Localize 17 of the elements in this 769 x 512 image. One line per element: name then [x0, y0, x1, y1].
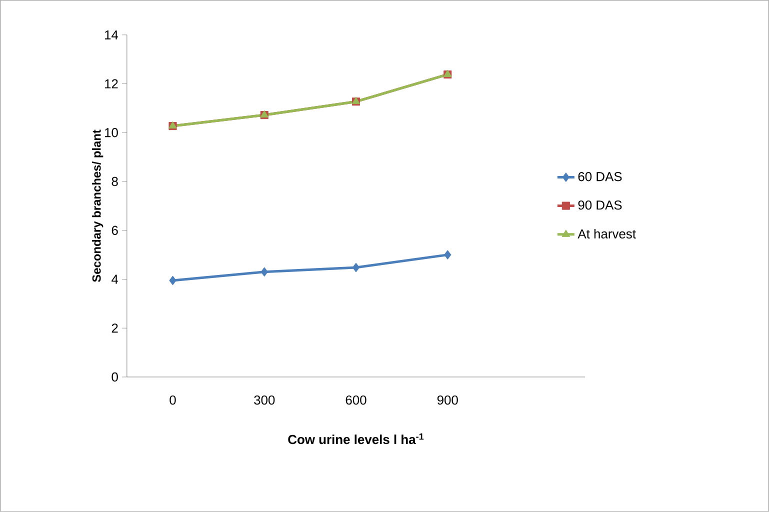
y-axis-title: Secondary branches/ plant	[92, 130, 104, 282]
y-tick-label: 0	[112, 372, 118, 382]
x-tick-label: 300	[254, 395, 275, 405]
x-tick-label: 600	[346, 395, 366, 405]
x-tick-label: 0	[170, 395, 176, 405]
y-tick-label: 10	[105, 128, 118, 138]
legend-label: 60 DAS	[578, 172, 622, 182]
y-tick-label: 4	[112, 274, 118, 284]
y-tick-label: 12	[105, 79, 118, 88]
y-tick-label: 14	[105, 30, 118, 40]
text: Cow urine levels l ha$^{-1}$	[288, 433, 424, 444]
y-tick-label: 8	[112, 176, 118, 186]
x-tick-label: 900	[437, 395, 458, 405]
legend-label: At harvest	[578, 229, 636, 239]
y-tick-label: 2	[112, 324, 118, 333]
legend-label: 90 DAS	[578, 200, 622, 210]
y-tick-label: 6	[112, 226, 118, 235]
